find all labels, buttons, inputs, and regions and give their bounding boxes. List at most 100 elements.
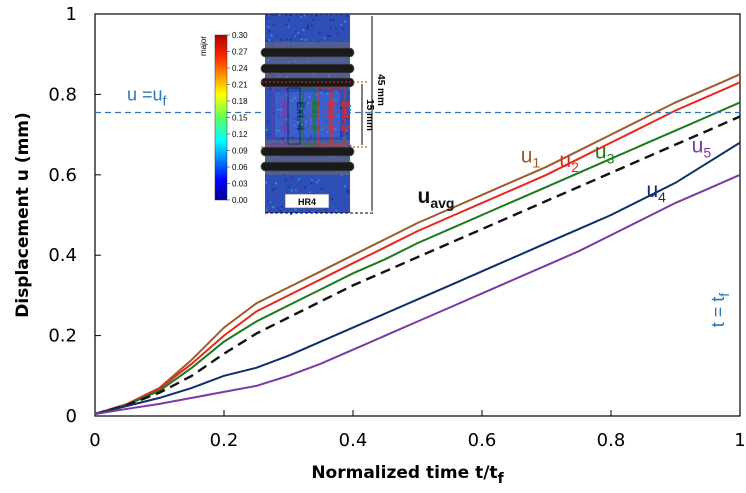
speckle bbox=[289, 14, 292, 16]
speckle bbox=[279, 14, 281, 17]
speckle bbox=[304, 186, 307, 189]
speckle bbox=[294, 117, 297, 120]
speckle bbox=[309, 135, 312, 138]
dim-45-label: 45 mm bbox=[375, 74, 386, 106]
speckle bbox=[279, 210, 282, 213]
speckle bbox=[295, 30, 297, 33]
speckle bbox=[343, 185, 346, 188]
speckle bbox=[278, 115, 280, 118]
speckle bbox=[346, 116, 349, 119]
speckle bbox=[277, 108, 280, 111]
axes: 0 0.2 0.4 0.6 0.8 1 0 0.2 0.4 0.6 0.8 1 Normalized t… bbox=[13, 4, 746, 487]
speckle bbox=[290, 212, 292, 215]
o-ring bbox=[260, 47, 355, 58]
speckle bbox=[265, 208, 268, 211]
speckle bbox=[323, 37, 326, 40]
speckle bbox=[318, 87, 321, 90]
speckle bbox=[274, 129, 277, 132]
speckle bbox=[306, 125, 309, 128]
speckle bbox=[304, 14, 306, 17]
colorbar-tick-label: 0.21 bbox=[232, 81, 248, 90]
speckle bbox=[271, 189, 274, 192]
speckle bbox=[316, 181, 319, 184]
speckle bbox=[312, 111, 315, 113]
speckle bbox=[349, 109, 351, 112]
x-tick-label: 0 bbox=[89, 430, 100, 451]
speckle bbox=[339, 134, 342, 137]
labels-layer: u1 u2 u3 uavg u4 u5 u =uf t = tf bbox=[127, 84, 732, 327]
speckle bbox=[294, 97, 297, 99]
series-layer bbox=[94, 73, 741, 416]
extensometer-box bbox=[302, 87, 316, 145]
speckle bbox=[306, 27, 309, 30]
speckle bbox=[297, 32, 300, 34]
speckle bbox=[337, 114, 340, 117]
o-ring bbox=[260, 161, 355, 172]
x-tick-label: 1 bbox=[734, 430, 745, 451]
series-line-avg bbox=[94, 115, 741, 416]
speckle bbox=[326, 131, 329, 134]
speckle bbox=[281, 205, 283, 208]
speckle bbox=[310, 181, 313, 184]
speckle bbox=[325, 208, 327, 211]
speckle bbox=[342, 28, 345, 31]
colorbar-tick-label: 0.00 bbox=[232, 196, 248, 205]
speckle bbox=[349, 145, 352, 148]
extensometer-label: Ext. 1 bbox=[339, 101, 351, 130]
speckle bbox=[346, 15, 349, 18]
colorbar-tick-label: 0.09 bbox=[232, 147, 248, 156]
speckle bbox=[297, 121, 300, 124]
speckle bbox=[282, 137, 285, 140]
extensometer-box bbox=[317, 87, 331, 145]
speckle bbox=[284, 122, 287, 125]
x-tick-label: 0.4 bbox=[339, 430, 368, 451]
colorbar-tick-label: 0.03 bbox=[232, 180, 248, 189]
colorbar-tick-label: 0.18 bbox=[232, 97, 248, 106]
colorbar: 0.30 0.27 0.24 0.21 0.18 0.15 0.12 0.09 0.06 0.03… bbox=[199, 31, 248, 205]
colorbar-strip bbox=[214, 34, 228, 201]
speckle bbox=[265, 128, 268, 131]
speckle bbox=[329, 18, 332, 21]
extensometer-box bbox=[272, 87, 286, 145]
colorbar-tick-label: 0.30 bbox=[232, 31, 248, 40]
y-axis-label: Displacement u (mm) bbox=[13, 112, 33, 318]
speckle bbox=[293, 34, 296, 37]
speckle bbox=[326, 92, 329, 95]
speckle bbox=[345, 132, 348, 135]
speckle bbox=[304, 38, 307, 41]
speckle bbox=[268, 30, 271, 33]
speckle bbox=[294, 189, 297, 192]
speckle bbox=[320, 128, 323, 131]
plot-frame bbox=[94, 13, 741, 417]
series-label-1: u1 bbox=[521, 145, 541, 171]
dim-15-label: 15 mm bbox=[364, 99, 375, 131]
speckle bbox=[336, 32, 339, 35]
speckle bbox=[348, 87, 351, 90]
colorbar-title: major bbox=[199, 36, 208, 56]
y-tick-label: 1 bbox=[66, 4, 77, 25]
speckle bbox=[273, 187, 276, 190]
speckle bbox=[287, 18, 290, 21]
extensometer-label: Ext. 3 bbox=[309, 101, 321, 130]
speckle bbox=[310, 179, 313, 182]
speckle bbox=[338, 101, 341, 104]
speckle bbox=[300, 15, 303, 18]
speckle bbox=[329, 34, 332, 37]
speckle bbox=[324, 120, 327, 123]
colorbar-tick-label: 0.27 bbox=[232, 48, 248, 57]
speckle bbox=[300, 123, 303, 126]
speckle bbox=[287, 185, 289, 188]
series-line-3 bbox=[94, 101, 741, 415]
speckle bbox=[335, 209, 338, 212]
y-tick-label: 0.2 bbox=[48, 326, 77, 347]
speckle bbox=[308, 191, 311, 194]
speckle bbox=[285, 88, 288, 90]
speckle bbox=[289, 38, 292, 41]
extensometer-label: Ext. 2 bbox=[324, 101, 336, 130]
extensometer-box bbox=[332, 87, 346, 145]
speckle bbox=[307, 97, 310, 100]
y-tick-label: 0 bbox=[66, 406, 77, 427]
x-tick-label: 0.2 bbox=[210, 430, 239, 451]
